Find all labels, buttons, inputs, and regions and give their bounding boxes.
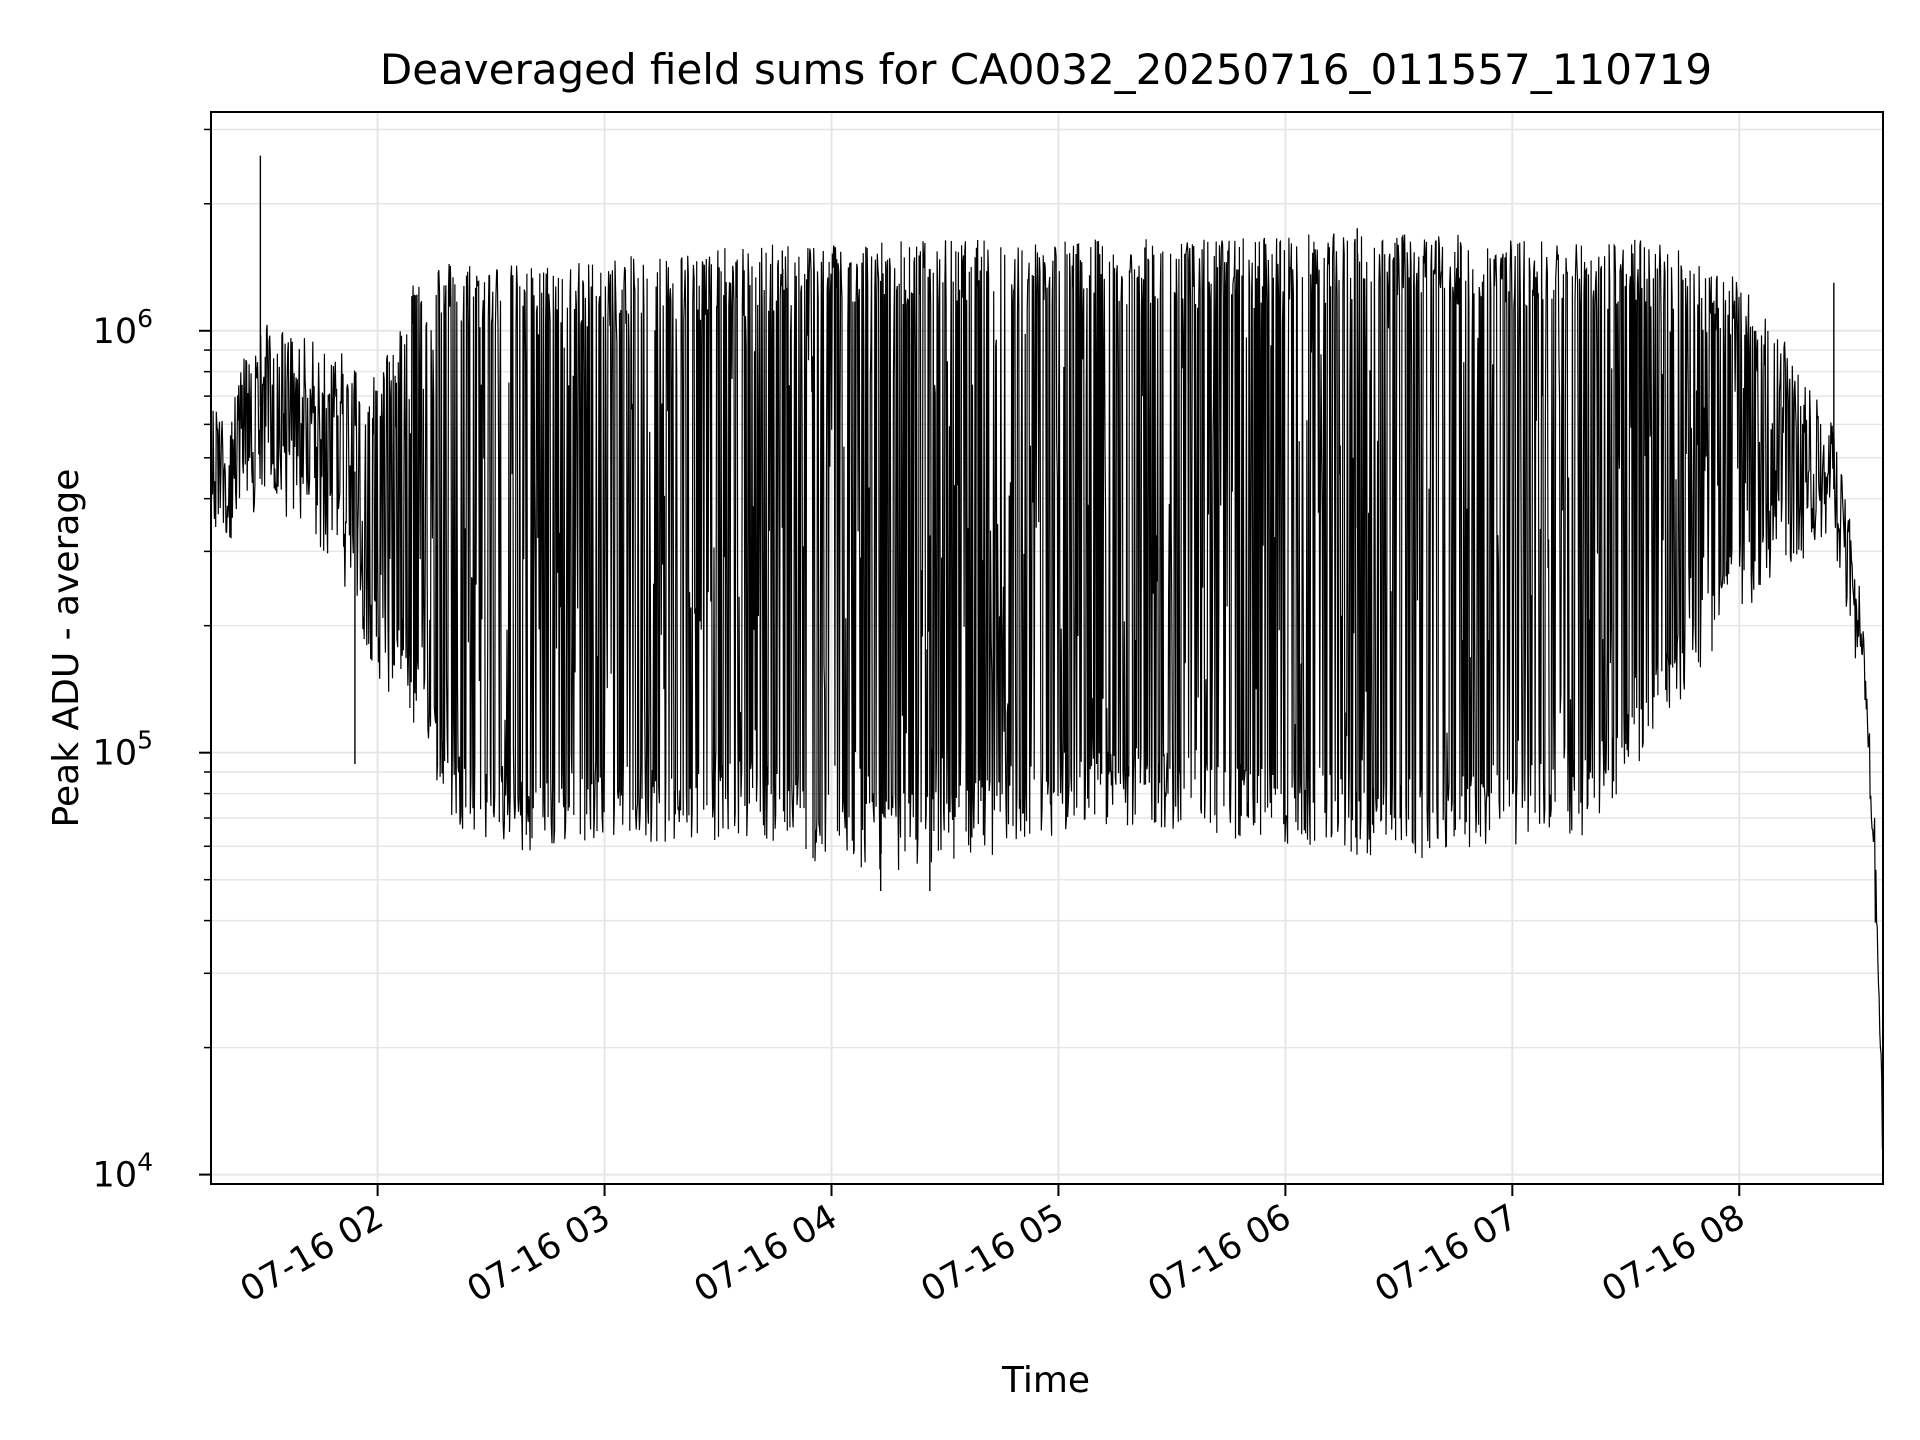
chart-title: Deaveraged field sums for CA0032_2025071… — [380, 45, 1712, 94]
x-axis-label: Time — [1001, 1360, 1090, 1401]
y-tick-label: 104 — [93, 1148, 153, 1196]
y-tick-label: 105 — [93, 726, 153, 774]
series-path — [210, 233, 1884, 1149]
y-axis-label: Peak ADU - average — [46, 469, 87, 828]
y-axis: 104 105 106 — [93, 128, 211, 1196]
series-line — [210, 155, 1884, 1149]
y-tick-label: 106 — [93, 304, 153, 352]
plot-frame — [210, 111, 1884, 1185]
